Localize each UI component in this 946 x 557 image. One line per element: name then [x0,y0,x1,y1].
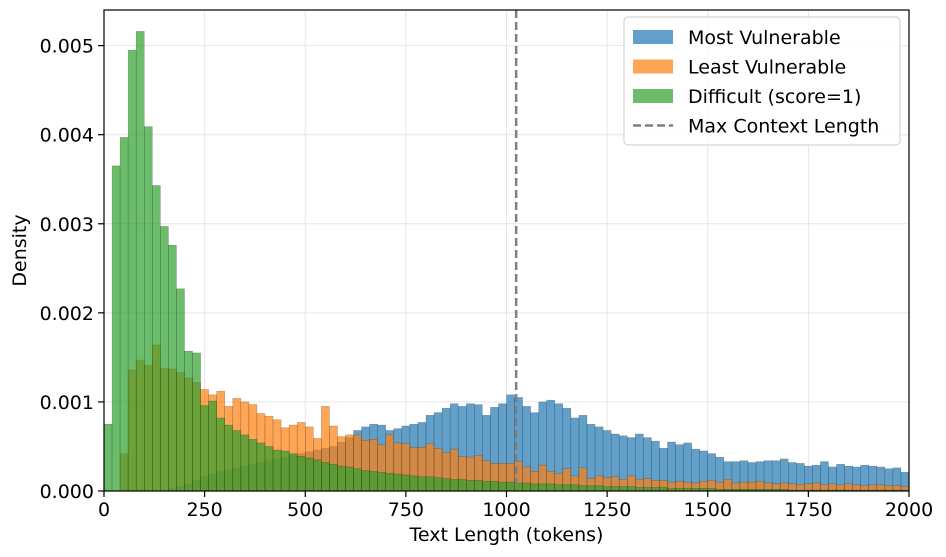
difficult-score-1-bar [224,424,234,492]
difficult-score-1-bar [208,400,217,492]
difficult-score-1-bar [160,226,169,492]
difficult-score-1-bar [264,446,274,492]
difficult-score-1-bar [530,483,539,492]
difficult-score-1-bar [482,480,491,492]
difficult-score-1-bar [127,49,137,492]
difficult-score-1-bar [393,473,403,492]
difficult-score-1-bar [135,31,145,492]
difficult-score-1-bar [490,480,499,492]
difficult-score-1-bar [409,475,419,492]
legend-label: Most Vulnerable [688,27,841,49]
difficult-score-1-bar [321,462,330,492]
difficult-score-1-bar [200,405,209,492]
x-tick-label: 1000 [482,499,530,521]
difficult-score-1-bar [417,476,427,492]
legend-swatch [633,59,673,74]
y-tick-label: 0.002 [40,303,94,325]
y-tick-label: 0.004 [40,125,94,147]
difficult-score-1-bar [329,464,338,492]
difficult-score-1-bar [192,352,201,492]
x-tick-label: 1250 [583,499,631,521]
difficult-score-1-bar [232,430,242,492]
x-tick-label: 500 [287,499,323,521]
legend-label: Least Vulnerable [688,57,846,79]
difficult-score-1-bar [256,442,266,492]
difficult-score-1-bar [594,485,604,492]
difficult-score-1-bar [522,482,531,492]
legend-label: Max Context Length [688,116,879,138]
difficult-score-1-bar [240,434,250,492]
difficult-score-1-bar [610,486,620,492]
difficult-score-1-bar [385,472,395,492]
y-tick-label: 0.001 [40,392,94,414]
difficult-score-1-bar [538,483,548,492]
y-tick-label: 0.003 [40,214,94,236]
difficult-score-1-bar [313,459,322,492]
difficult-score-1-bar [337,465,346,492]
difficult-score-1-bar [401,474,411,492]
y-tick-label: 0.000 [40,481,94,503]
y-axis-ticks: 0.000 0.001 0.002 0.003 0.004 0.005 [40,36,104,503]
difficult-score-1-bar [361,470,370,492]
difficult-score-1-bar [586,485,596,492]
difficult-score-1-bar [272,449,282,492]
difficult-score-1-bar [377,472,387,492]
difficult-score-1-bar [296,456,306,492]
legend-swatch [633,30,673,44]
x-tick-label: 750 [388,499,424,521]
difficult-score-1-bar [248,439,258,492]
difficult-score-1-bar [602,486,612,492]
x-axis-ticks: 0 250 500 750 1000 1250 1500 1750 2000 [98,491,933,521]
difficult-score-1-bar [345,466,354,492]
difficult-score-1-bar [168,244,177,492]
x-tick-label: 250 [186,499,222,521]
histogram-bars [103,31,910,492]
legend-swatch [633,89,673,103]
difficult-score-1-bar [353,468,362,492]
difficult-score-1-bar [449,479,459,492]
y-axis-label: Density [9,214,31,286]
difficult-score-1-bar [176,288,185,492]
difficult-score-1-bar [111,165,121,492]
difficult-score-1-bar [103,423,113,492]
difficult-score-1-bar [627,486,636,492]
difficult-score-1-bar [554,484,564,492]
legend: Most Vulnerable Least Vulnerable Difficult… [623,16,901,146]
difficult-score-1-bar [369,471,378,492]
x-axis-label: Text Length (tokens) [409,524,604,546]
difficult-score-1-bar [457,479,467,492]
difficult-score-1-bar [144,126,153,492]
legend-box [623,16,901,146]
difficult-score-1-bar [425,476,435,492]
difficult-score-1-bar [498,481,507,492]
y-tick-label: 0.005 [40,36,94,58]
difficult-score-1-bar [119,137,129,492]
difficult-score-1-bar [433,477,443,492]
difficult-score-1-bar [216,417,225,492]
x-tick-label: 1500 [684,499,732,521]
difficult-score-1-bar [152,185,161,492]
difficult-score-1-bar [184,350,193,492]
difficult-score-1-bar [618,486,628,492]
difficult-score-1-bar [305,457,314,492]
difficult-score-1-bar [280,450,290,492]
x-tick-label: 2000 [885,499,933,521]
difficult-score-1-series [103,31,910,492]
difficult-score-1-bar [474,480,483,492]
difficult-score-1-bar [562,484,572,492]
difficult-score-1-bar [466,480,475,492]
legend-label: Difficult (score=1) [688,86,861,108]
difficult-score-1-bar [546,483,556,492]
difficult-score-1-bar [506,481,515,492]
difficult-score-1-bar [288,453,298,492]
x-tick-label: 1750 [784,499,832,521]
difficult-score-1-bar [570,484,580,492]
x-tick-label: 0 [98,499,110,521]
least-vulnerable-bar [812,482,821,492]
difficult-score-1-bar [441,478,451,492]
difficult-score-1-bar [578,485,588,492]
